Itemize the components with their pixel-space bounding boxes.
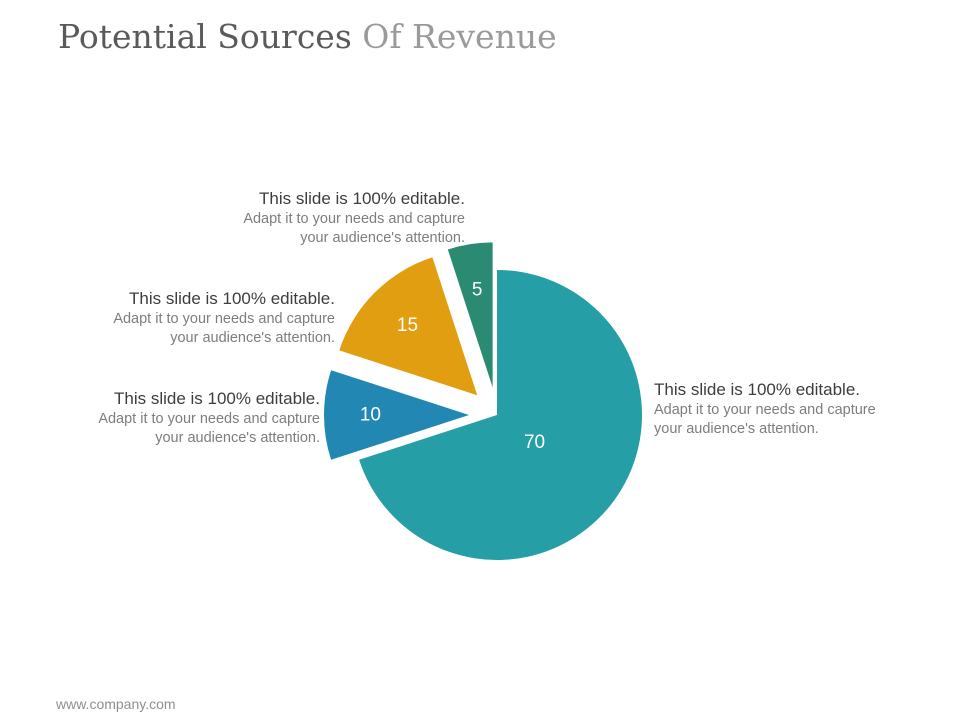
callout-text-line1: Adapt it to your needs and capture [98,411,320,427]
pie-slice-label-5: 5 [472,279,483,300]
callout-text-line1: Adapt it to your needs and capture [113,311,335,327]
pie-slice-label-70: 70 [524,432,545,453]
footer-url: www.company.com [56,696,176,712]
callout-lower-left: This slide is 100% editable. Adapt it to… [0,388,320,448]
pie-slice-15 [339,257,478,396]
title-main: Potential Sources [58,17,352,56]
callout-heading: This slide is 100% editable. [258,189,465,208]
callout-heading: This slide is 100% editable. [128,289,335,308]
pie-slice-label-15: 15 [397,315,418,336]
callout-heading: This slide is 100% editable. [113,389,320,408]
callout-text-line1: Adapt it to your needs and capture [654,402,876,418]
callout-heading: This slide is 100% editable. [654,380,861,399]
callout-top: This slide is 100% editable. Adapt it to… [145,188,465,248]
callout-text-line2: your audience's attention. [170,330,335,346]
pie-slice-70 [359,270,643,560]
callout-text-line1: Adapt it to your needs and capture [243,211,465,227]
pie-slice-5 [447,242,493,388]
pie-slice-label-10: 10 [360,405,381,426]
callout-text-line2: your audience's attention. [654,421,819,437]
callout-text-line2: your audience's attention. [155,430,320,446]
page-title: Potential Sources Of Revenue [58,14,557,60]
pie-slice-10 [324,370,469,460]
callout-text-line2: your audience's attention. [300,230,465,246]
callout-right: This slide is 100% editable. Adapt it to… [654,379,960,439]
callout-middle-left: This slide is 100% editable. Adapt it to… [15,288,335,348]
title-accent: Of Revenue [362,17,557,56]
